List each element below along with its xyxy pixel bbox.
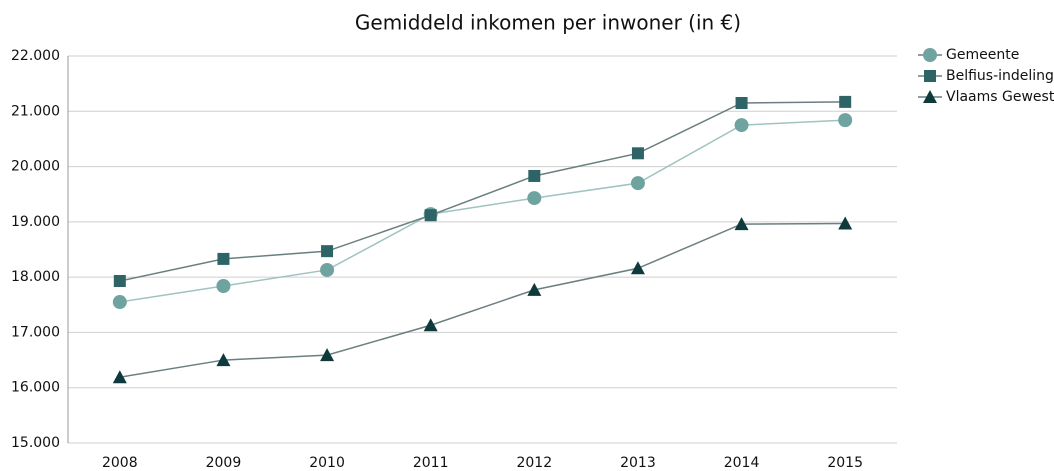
legend-label: Gemeente (946, 47, 1019, 63)
legend-marker (923, 48, 937, 62)
marker (735, 96, 748, 109)
legend-label: Belfius-indeling (946, 68, 1054, 84)
series-line (119, 101, 846, 282)
marker (321, 245, 334, 258)
y-tick-label: 20.000 (11, 159, 60, 175)
marker (320, 262, 335, 277)
marker (630, 261, 645, 275)
marker (424, 209, 437, 222)
x-tick-label: 2008 (102, 455, 138, 471)
x-tick-label: 2009 (206, 455, 242, 471)
x-tick-label: 2012 (516, 455, 552, 471)
y-tick-label: 18.000 (11, 269, 60, 285)
marker (216, 278, 231, 293)
marker (216, 353, 231, 367)
y-tick-label: 16.000 (11, 380, 60, 396)
x-tick-label: 2015 (827, 455, 863, 471)
y-tick-label: 21.000 (11, 103, 60, 119)
series-line (119, 119, 846, 303)
marker (631, 147, 644, 160)
marker (527, 282, 542, 296)
marker (838, 113, 853, 128)
legend-marker (923, 90, 937, 103)
y-tick-label: 19.000 (11, 214, 60, 230)
marker (528, 169, 541, 182)
legend-marker (924, 70, 936, 82)
marker (112, 370, 127, 384)
marker (217, 252, 230, 265)
marker (113, 275, 126, 288)
marker (112, 295, 127, 310)
legend-label: Vlaams Gewest (946, 89, 1054, 105)
marker (527, 191, 542, 206)
marker (320, 348, 335, 362)
x-tick-label: 2013 (620, 455, 656, 471)
marker (423, 318, 438, 332)
series-line (119, 222, 846, 378)
marker (734, 217, 749, 231)
y-tick-label: 17.000 (11, 324, 60, 340)
x-tick-label: 2011 (413, 455, 449, 471)
marker (838, 216, 853, 230)
marker (839, 95, 852, 108)
chart-title: Gemiddeld inkomen per inwoner (in €) (355, 11, 741, 35)
y-tick-label: 22.000 (11, 48, 60, 64)
x-tick-label: 2014 (724, 455, 760, 471)
marker (734, 118, 749, 133)
marker (630, 176, 645, 191)
y-tick-label: 15.000 (11, 435, 60, 451)
x-tick-label: 2010 (309, 455, 345, 471)
